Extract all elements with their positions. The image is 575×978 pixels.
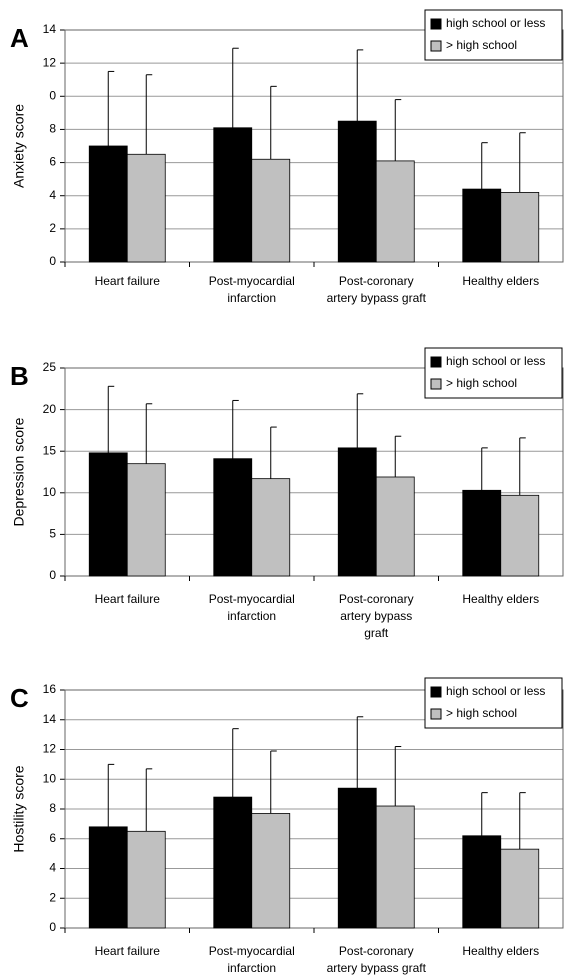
legend-label: > high school bbox=[446, 376, 517, 390]
legend-label: high school or less bbox=[446, 354, 545, 368]
x-tick-label: Post-myocardial bbox=[209, 944, 295, 958]
bar bbox=[251, 158, 291, 263]
y-axis-label: Hostility score bbox=[11, 765, 27, 852]
bar bbox=[337, 787, 377, 929]
bar bbox=[375, 476, 415, 577]
y-tick-label: 2 bbox=[49, 890, 56, 904]
x-tick-label: Post-coronary bbox=[339, 592, 414, 606]
bar bbox=[500, 494, 540, 577]
y-tick-label: 12 bbox=[43, 55, 57, 69]
bar bbox=[375, 160, 415, 263]
bar bbox=[88, 145, 128, 263]
x-tick-label: Healthy elders bbox=[462, 274, 539, 288]
y-tick-label: 12 bbox=[43, 742, 57, 756]
y-tick-label: 10 bbox=[43, 485, 57, 499]
x-tick-label: Heart failure bbox=[95, 592, 161, 606]
legend-box bbox=[424, 677, 563, 729]
bar bbox=[500, 848, 540, 929]
y-tick-label: 15 bbox=[43, 443, 57, 457]
bar bbox=[500, 191, 540, 263]
x-tick-label: Post-coronary bbox=[339, 944, 414, 958]
y-tick-label: 0 bbox=[49, 568, 56, 582]
y-tick-label: 5 bbox=[49, 527, 56, 541]
y-tick-label: 14 bbox=[43, 22, 57, 36]
bar bbox=[126, 830, 166, 929]
x-tick-label: infarction bbox=[227, 609, 276, 623]
x-tick-label: artery bypass graft bbox=[327, 291, 427, 305]
x-tick-label: artery bypass graft bbox=[327, 961, 427, 975]
y-tick-label: 16 bbox=[43, 682, 57, 696]
legend-label: > high school bbox=[446, 706, 517, 720]
panel-label: A bbox=[10, 23, 29, 53]
legend-label: high school or less bbox=[446, 684, 545, 698]
x-tick-label: graft bbox=[364, 626, 389, 640]
legend-swatch bbox=[430, 708, 442, 720]
bar bbox=[462, 188, 502, 263]
bar bbox=[126, 463, 166, 577]
y-tick-label: 14 bbox=[43, 712, 57, 726]
x-tick-label: Post-myocardial bbox=[209, 274, 295, 288]
legend-swatch bbox=[430, 40, 442, 52]
y-tick-label: 8 bbox=[49, 122, 56, 136]
y-tick-label: 4 bbox=[49, 861, 56, 875]
y-tick-label: 2 bbox=[49, 221, 56, 235]
bar bbox=[88, 826, 128, 929]
y-tick-label: 0 bbox=[49, 920, 56, 934]
bar bbox=[337, 120, 377, 263]
bar bbox=[462, 489, 502, 577]
legend-swatch bbox=[430, 686, 442, 698]
y-tick-label: 0 bbox=[49, 88, 56, 102]
y-tick-label: 6 bbox=[49, 831, 56, 845]
bar bbox=[213, 796, 253, 929]
x-tick-label: Post-coronary bbox=[339, 274, 414, 288]
bar bbox=[375, 805, 415, 929]
legend-label: high school or less bbox=[446, 16, 545, 30]
x-tick-label: artery bypass bbox=[340, 609, 412, 623]
legend-label: > high school bbox=[446, 38, 517, 52]
bar bbox=[251, 813, 291, 929]
y-tick-label: 6 bbox=[49, 155, 56, 169]
x-tick-label: infarction bbox=[227, 291, 276, 305]
legend-swatch bbox=[430, 356, 442, 368]
x-tick-label: infarction bbox=[227, 961, 276, 975]
legend-swatch bbox=[430, 18, 442, 30]
x-tick-label: Healthy elders bbox=[462, 592, 539, 606]
bar bbox=[462, 835, 502, 929]
bar bbox=[213, 458, 253, 577]
legend-box bbox=[424, 347, 563, 399]
y-tick-label: 25 bbox=[43, 360, 57, 374]
y-tick-label: 8 bbox=[49, 801, 56, 815]
y-tick-label: 4 bbox=[49, 188, 56, 202]
bar bbox=[213, 127, 253, 263]
y-axis-label: Depression score bbox=[11, 417, 27, 526]
y-axis-label: Anxiety score bbox=[11, 104, 27, 188]
legend-swatch bbox=[430, 378, 442, 390]
bar bbox=[88, 452, 128, 577]
panel-label: C bbox=[10, 683, 29, 713]
legend-box bbox=[424, 9, 563, 61]
y-tick-label: 10 bbox=[43, 771, 57, 785]
bar bbox=[251, 478, 291, 577]
panel-label: B bbox=[10, 361, 29, 391]
x-tick-label: Healthy elders bbox=[462, 944, 539, 958]
x-tick-label: Post-myocardial bbox=[209, 592, 295, 606]
bar bbox=[337, 447, 377, 577]
bar bbox=[126, 153, 166, 263]
x-tick-label: Heart failure bbox=[95, 944, 161, 958]
x-tick-label: Heart failure bbox=[95, 274, 161, 288]
y-tick-label: 20 bbox=[43, 402, 57, 416]
y-tick-label: 0 bbox=[49, 254, 56, 268]
